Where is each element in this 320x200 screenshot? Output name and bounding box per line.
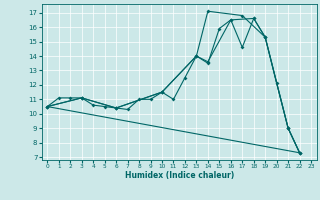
X-axis label: Humidex (Indice chaleur): Humidex (Indice chaleur) — [124, 171, 234, 180]
